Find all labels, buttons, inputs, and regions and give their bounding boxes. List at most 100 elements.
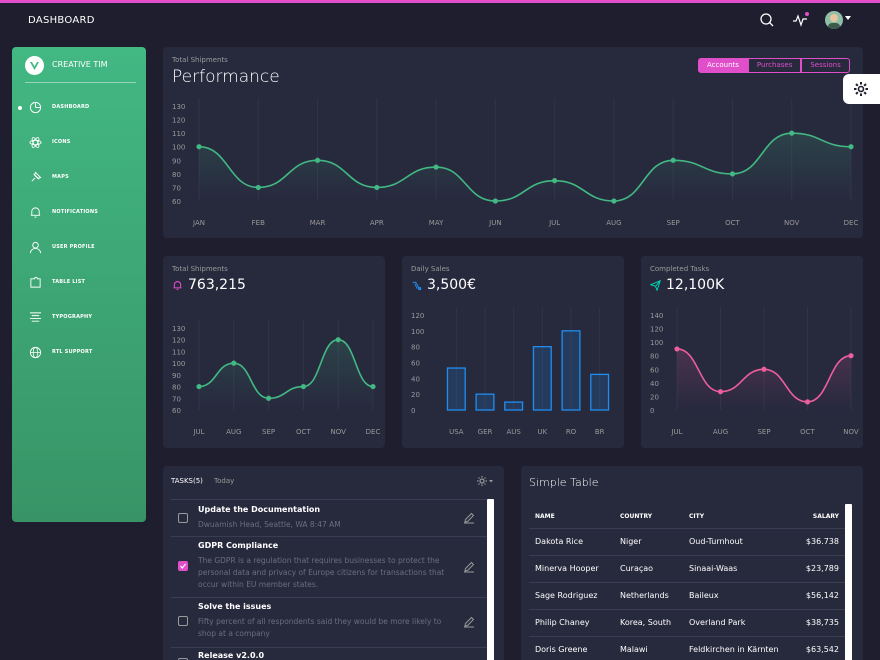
table-title: Simple Table <box>529 476 599 489</box>
data-point <box>670 157 676 163</box>
sidebar-item-dashboard[interactable]: DASHBOARD <box>12 96 146 120</box>
bar <box>590 373 610 411</box>
world-icon <box>29 346 42 359</box>
settings-fab[interactable] <box>843 74 880 104</box>
sidebar-item-label: RTL SUPPORT <box>52 349 93 355</box>
data-point <box>255 184 261 191</box>
data-point <box>370 383 376 390</box>
x-tick-label: SEP <box>757 428 770 436</box>
sessions-button[interactable]: Sessions <box>801 58 850 73</box>
series-area <box>199 133 851 201</box>
x-tick-label: DEC <box>844 219 859 227</box>
table-row[interactable]: Sage Rodriguez Netherlands Baileux $56,1… <box>529 582 845 610</box>
column-header-name[interactable]: NAME <box>529 506 614 529</box>
sidebar-item-typography[interactable]: TYPOGRAPHY <box>12 306 146 330</box>
logo-text[interactable]: CREATIVE TIM <box>52 60 108 69</box>
table-scrollbar[interactable] <box>845 504 852 660</box>
sidebar-item-notifications[interactable]: NOTIFICATIONS <box>12 201 146 225</box>
series-line <box>198 132 852 202</box>
sidebar-item-table-list[interactable]: TABLE LIST <box>12 271 146 295</box>
x-tick-label: NOV <box>843 428 859 436</box>
y-tick-label: 80 <box>411 344 420 352</box>
table-row[interactable]: Dakota Rice Niger Oud-Turnhout $36.738 <box>529 528 845 556</box>
tasks-card: TASKS(5) Today Update the Documentation … <box>163 466 504 660</box>
logo-icon[interactable] <box>25 56 44 75</box>
cell-salary: $23,789 <box>793 555 845 583</box>
task-checkbox[interactable] <box>178 658 188 660</box>
accounts-button[interactable]: Accounts <box>698 58 748 73</box>
y-tick-label: 20 <box>650 393 659 401</box>
table-row[interactable]: Doris Greene Malawi Feldkirchen in Kärnt… <box>529 636 845 660</box>
y-tick-label: 0 <box>650 407 654 415</box>
x-tick-label: SEP <box>262 428 275 436</box>
x-tick-label: FEB <box>252 219 265 227</box>
user-avatar[interactable] <box>825 11 843 29</box>
sidebar-item-rtl-support[interactable]: RTL SUPPORT <box>12 341 146 365</box>
search-icon[interactable] <box>759 12 775 28</box>
data-point <box>196 144 202 150</box>
card-category: Completed Tasks <box>650 265 710 273</box>
send-icon <box>650 280 661 291</box>
data-point <box>848 144 854 150</box>
sidebar-item-label: USER PROFILE <box>52 244 95 250</box>
y-tick-label: 0 <box>411 407 415 415</box>
task-item: Solve the issues Fifty percent of all re… <box>171 597 487 647</box>
data-point <box>300 383 306 390</box>
cell-country: Niger <box>614 528 683 556</box>
x-tick-label: AUG <box>606 219 621 227</box>
x-tick-label: MAR <box>310 219 326 227</box>
sidebar-divider <box>25 82 136 83</box>
y-tick-label: 100 <box>172 144 185 152</box>
y-tick-label: 80 <box>650 353 659 361</box>
x-tick-label: SEP <box>667 219 680 227</box>
data-point <box>374 184 380 191</box>
tasks-scrollbar[interactable] <box>487 499 494 660</box>
task-item: Update the Documentation Dwuamish Head, … <box>171 499 487 537</box>
column-header-salary[interactable]: SALARY <box>793 506 845 529</box>
task-checkbox[interactable] <box>178 513 188 523</box>
column-header-city[interactable]: CITY <box>683 506 793 529</box>
task-item: Release v2.0.0 <box>171 647 487 660</box>
pencil-icon[interactable] <box>463 561 475 573</box>
task-checkbox[interactable] <box>178 561 188 571</box>
completed-tasks-card: Completed Tasks 12,100K 0 20 40 60 80 100 120 1… <box>641 256 863 448</box>
task-item: GDPR Compliance The GDPR is a regulation… <box>171 536 487 598</box>
y-tick-label: 120 <box>411 312 424 320</box>
data-point <box>266 395 272 401</box>
series-area <box>199 339 373 410</box>
pencil-icon[interactable] <box>463 512 475 524</box>
data-point <box>729 171 736 177</box>
chevron-down-icon[interactable] <box>845 16 851 20</box>
x-tick-label: APR <box>370 219 384 227</box>
sidebar-item-user-profile[interactable]: USER PROFILE <box>12 236 146 260</box>
gear-dropdown-icon[interactable] <box>476 475 494 487</box>
task-checkbox[interactable] <box>178 616 188 626</box>
cell-name: Sage Rodriguez <box>529 582 614 610</box>
column-header-country[interactable]: COUNTRY <box>614 506 683 529</box>
card-value: 3,500€ <box>427 277 476 293</box>
y-tick-label: 80 <box>172 171 181 179</box>
x-tick-label: BR <box>595 428 605 436</box>
purchases-button[interactable]: Purchases <box>747 58 802 73</box>
x-tick-label: JUL <box>548 219 560 227</box>
pencil-icon[interactable] <box>463 616 475 628</box>
cell-name: Philip Chaney <box>529 609 614 637</box>
cell-salary: $63,542 <box>793 636 845 660</box>
table-row[interactable]: Minerva Hooper Curaçao Sinaai-Waas $23,7… <box>529 555 845 583</box>
bar <box>475 393 495 411</box>
data-point <box>761 366 767 372</box>
sidebar-item-icons[interactable]: ICONS <box>12 131 146 155</box>
data-point <box>492 198 498 204</box>
table-row[interactable]: Philip Chaney Korea, South Overland Park… <box>529 609 845 637</box>
puzzle-icon <box>30 276 41 288</box>
sales-bar-chart: 0 20 40 60 80 100 120 USA GER AUS UK RO BR <box>411 307 610 436</box>
shipments-line-chart: 60 70 80 90 100 110 120 130 JUL AUG SEP OCT NOV DEC <box>172 320 380 436</box>
gear-icon <box>854 82 868 96</box>
table-header-row: NAME COUNTRY CITY SALARY <box>529 506 845 529</box>
daily-sales-card: Daily Sales 3,500€ 0 20 40 60 80 100 120 USA GER… <box>402 256 624 448</box>
x-tick-label: UK <box>537 428 547 436</box>
cell-salary: $38,735 <box>793 609 845 637</box>
sidebar-item-maps[interactable]: MAPS <box>12 166 146 190</box>
bar <box>446 367 466 411</box>
activity-icon[interactable] <box>792 12 808 28</box>
